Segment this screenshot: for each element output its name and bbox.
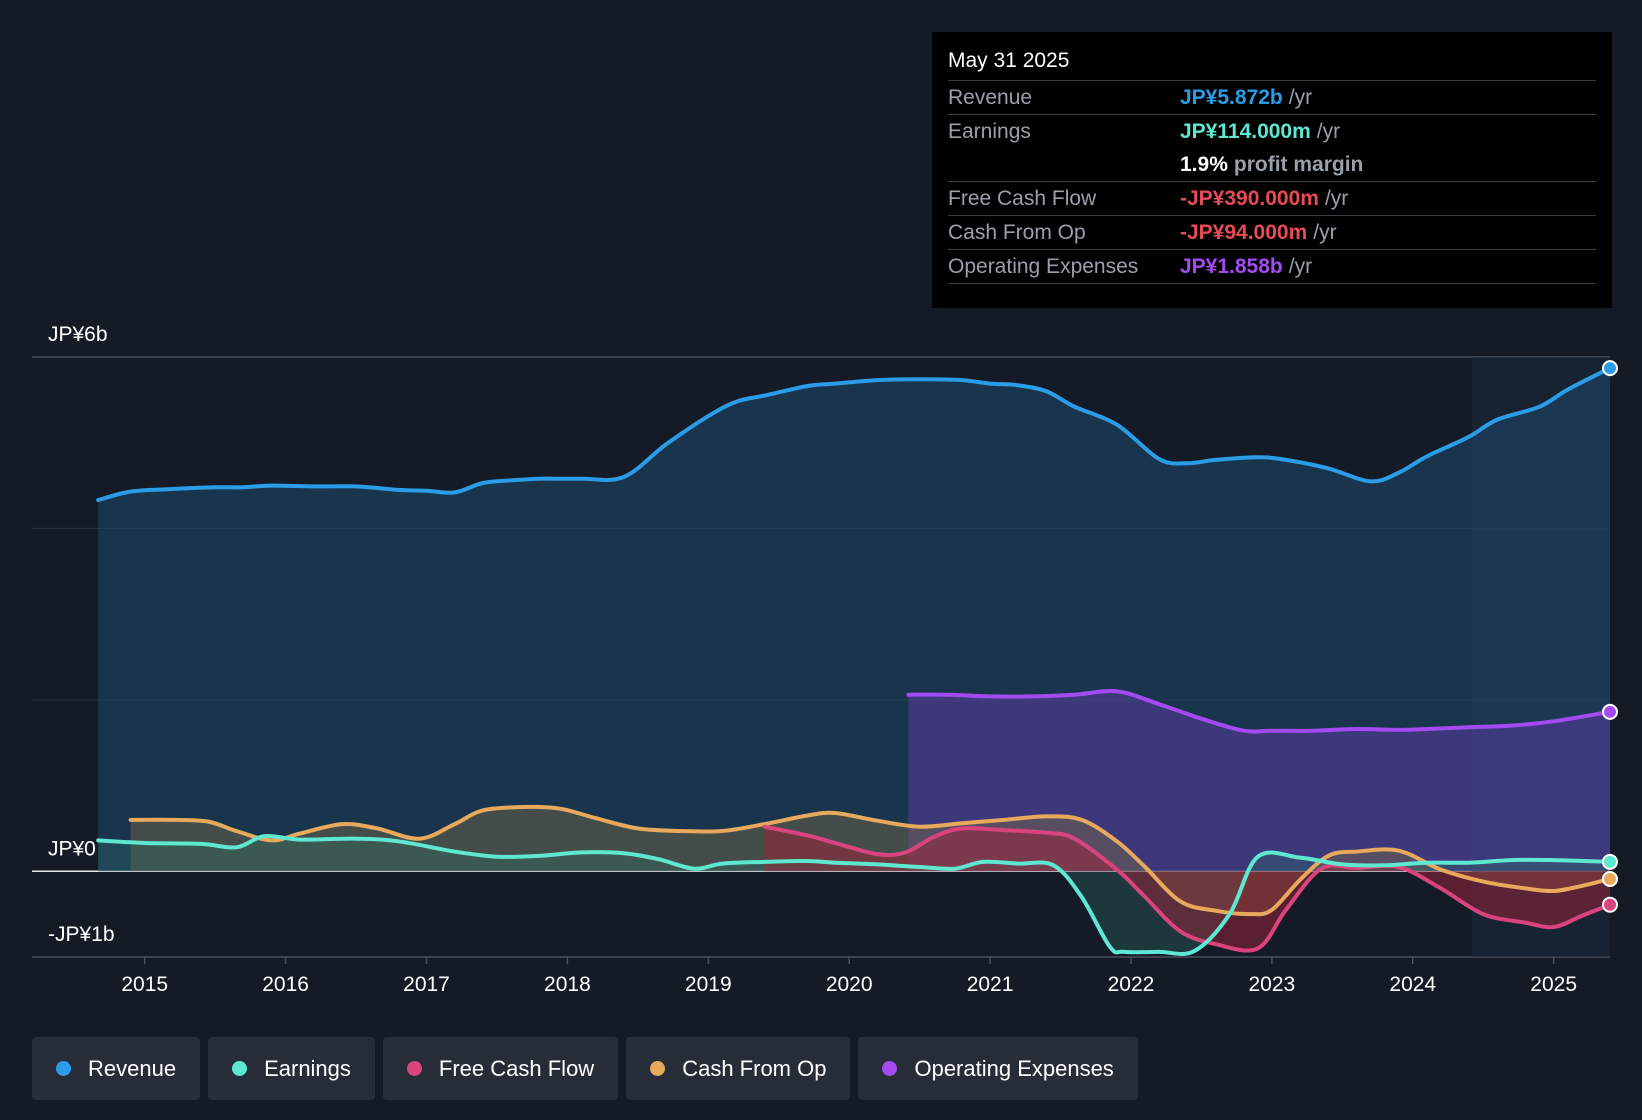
legend-dot-free-cash-flow xyxy=(406,1061,422,1076)
legend-item-revenue[interactable]: Revenue xyxy=(32,1037,201,1100)
x-tick-label: 2015 xyxy=(121,973,168,996)
legend-dot-earnings xyxy=(232,1061,248,1076)
series-lines xyxy=(96,366,1612,956)
x-tick-label: 2021 xyxy=(967,973,1014,996)
legend-dot-cash-from-op xyxy=(650,1061,666,1076)
x-tick-label: 2025 xyxy=(1530,973,1577,996)
tooltip-row-cfo: Cash From Op -JP¥94.000m /yr xyxy=(948,215,1596,249)
line-earnings xyxy=(96,833,1612,956)
tooltip-earnings-value: JP¥114.000m xyxy=(1180,119,1311,143)
line-operating-expenses xyxy=(906,688,1612,734)
legend-label-revenue: Revenue xyxy=(88,1055,177,1081)
legend: Revenue Earnings Free Cash Flow Cash Fro… xyxy=(32,1037,1138,1100)
tooltip-opex-unit: /yr xyxy=(1288,254,1313,278)
legend-item-operating-expenses[interactable]: Operating Expenses xyxy=(858,1037,1138,1100)
line-cash-from-op xyxy=(128,804,1612,917)
legend-item-free-cash-flow[interactable]: Free Cash Flow xyxy=(382,1037,619,1100)
tooltip-row-fcf: Free Cash Flow -JP¥390.000m /yr xyxy=(948,181,1596,215)
legend-dot-revenue xyxy=(56,1061,71,1076)
x-axis-labels: 2015 2016 2017 2018 2019 2020 2021 2022 2023 2024… xyxy=(121,957,1577,996)
tooltip-date: May 31 2025 xyxy=(948,49,1070,72)
x-tick-label: 2018 xyxy=(544,973,591,996)
x-tick-label: 2024 xyxy=(1389,973,1436,996)
legend-item-cash-from-op[interactable]: Cash From Op xyxy=(626,1037,851,1100)
endpoint-free-cash-flow xyxy=(1602,896,1618,913)
line-free-cash-flow xyxy=(762,824,1612,953)
legend-label-earnings: Earnings xyxy=(264,1055,351,1081)
series-areas xyxy=(98,368,1611,955)
tooltip-fcf-value: -JP¥390.000m xyxy=(1180,186,1319,210)
tooltip-fcf-unit: /yr xyxy=(1324,186,1349,210)
tooltip-margin-value: 1.9% xyxy=(1180,152,1228,176)
y-label: -JP¥1b xyxy=(48,923,115,946)
tooltip-fcf-label: Free Cash Flow xyxy=(948,186,1097,210)
area-earnings xyxy=(98,835,1611,955)
x-tick-label: 2020 xyxy=(826,973,873,996)
tooltip-row-revenue: Revenue JP¥5.872b /yr xyxy=(948,80,1596,114)
legend-label-cash-from-op: Cash From Op xyxy=(682,1055,827,1081)
x-tick-label: 2019 xyxy=(685,973,732,996)
tooltip-panel: May 31 2025 Revenue JP¥5.872b /yr Earnin… xyxy=(932,32,1612,308)
tooltip-revenue-label: Revenue xyxy=(948,85,1033,109)
y-label: JP¥6b xyxy=(48,323,108,346)
tooltip-cfo-label: Cash From Op xyxy=(948,220,1086,244)
tooltip-margin-text: profit margin xyxy=(1233,152,1364,176)
x-tick-label: 2016 xyxy=(262,973,309,996)
y-label: JP¥0 xyxy=(48,837,96,860)
legend-label-operating-expenses: Operating Expenses xyxy=(914,1055,1114,1081)
x-tick-label: 2017 xyxy=(403,973,450,996)
y-axis-labels: JP¥6b JP¥0 -JP¥1b xyxy=(48,323,115,946)
tooltip-opex-value: JP¥1.858b xyxy=(1180,254,1283,278)
tooltip-row-margin: 1.9% profit margin xyxy=(948,148,1596,181)
tooltip-row-earnings: Earnings JP¥114.000m /yr xyxy=(948,114,1596,148)
endpoint-revenue xyxy=(1602,360,1618,377)
area-free-cash-flow xyxy=(764,826,1610,951)
tooltip-revenue-value: JP¥5.872b xyxy=(1180,85,1283,109)
legend-item-earnings[interactable]: Earnings xyxy=(208,1037,375,1100)
tooltip-row-opex: Operating Expenses JP¥1.858b /yr xyxy=(948,249,1596,284)
endpoint-cash-from-op xyxy=(1602,871,1618,887)
x-tick-label: 2022 xyxy=(1108,973,1155,996)
legend-dot-operating-expenses xyxy=(882,1061,898,1076)
tooltip-earnings-unit: /yr xyxy=(1316,119,1341,143)
line-revenue xyxy=(96,366,1612,503)
tooltip-cfo-value: -JP¥94.000m xyxy=(1180,220,1308,244)
area-operating-expenses xyxy=(908,690,1610,872)
tooltip-earnings-label: Earnings xyxy=(948,119,1031,143)
series-endpoints xyxy=(1602,360,1618,913)
legend-label-free-cash-flow: Free Cash Flow xyxy=(438,1055,595,1081)
tooltip-cfo-unit: /yr xyxy=(1313,220,1337,244)
endpoint-earnings xyxy=(1602,853,1618,870)
tooltip-opex-label: Operating Expenses xyxy=(948,254,1139,278)
x-tick-label: 2023 xyxy=(1248,973,1295,996)
endpoint-operating-expenses xyxy=(1602,703,1618,720)
tooltip-revenue-unit: /yr xyxy=(1288,85,1313,109)
